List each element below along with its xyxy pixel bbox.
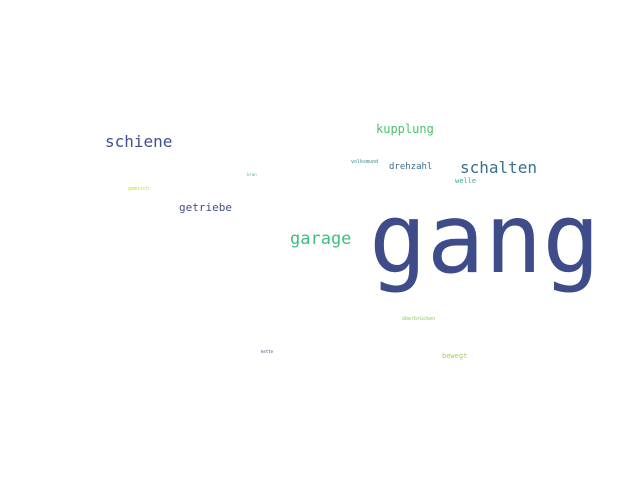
word-kran: kran <box>247 172 257 177</box>
word-volksmund: volksmund <box>351 159 379 165</box>
word-drehzahl: drehzahl <box>389 162 433 172</box>
word-gang: gang <box>369 183 601 295</box>
word-bewegt: bewegt <box>442 352 468 360</box>
word-kette: kette <box>261 349 274 354</box>
word-schiene: schiene <box>105 132 173 151</box>
word-garage: garage <box>290 229 352 249</box>
word-schalten: schalten <box>460 158 538 177</box>
word-uberbrucken: überbrücken <box>402 316 436 322</box>
word-gemisch: gemisch <box>128 186 150 192</box>
word-getriebe: getriebe <box>179 201 232 214</box>
word-welle: welle <box>455 177 477 185</box>
word-kupplung: kupplung <box>376 122 434 136</box>
